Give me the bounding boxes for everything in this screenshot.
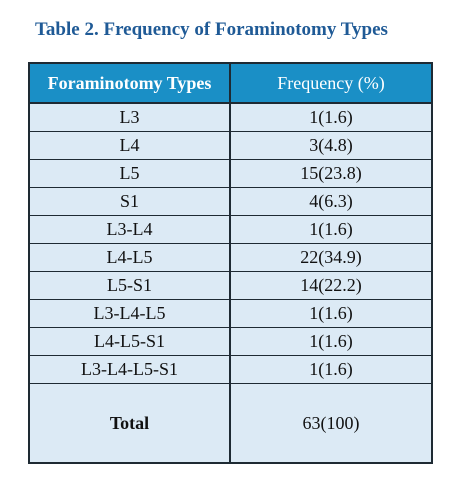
frequency-cell: 14(22.2) (229, 271, 433, 300)
header-foraminotomy-types: Foraminotomy Types (28, 62, 231, 104)
header-frequency: Frequency (%) (229, 62, 433, 104)
frequency-cell: 15(23.8) (229, 159, 433, 188)
table-header: Foraminotomy Types Frequency (%) (28, 62, 433, 104)
type-cell: L3-L4-L5-S1 (28, 355, 231, 384)
table-row: L3 1(1.6) (28, 103, 433, 132)
table-row: L5 15(23.8) (28, 159, 433, 188)
frequency-cell: 22(34.9) (229, 243, 433, 272)
total-frequency: 63(100) (229, 383, 433, 464)
frequency-cell: 3(4.8) (229, 131, 433, 160)
table-row: L4-L5-S1 1(1.6) (28, 327, 433, 356)
header-row: Foraminotomy Types Frequency (%) (28, 62, 433, 104)
table-row: L4 3(4.8) (28, 131, 433, 160)
type-cell: L4-L5 (28, 243, 231, 272)
frequency-cell: 1(1.6) (229, 215, 433, 244)
type-cell: L3 (28, 103, 231, 132)
total-row: Total 63(100) (28, 383, 433, 464)
table-body: L3 1(1.6) L4 3(4.8) L5 15(23.8) S1 4(6.3… (28, 103, 433, 464)
table-caption: Table 2. Frequency of Foraminotomy Types (35, 19, 388, 40)
type-cell: L5 (28, 159, 231, 188)
frequency-table: Foraminotomy Types Frequency (%) L3 1(1.… (28, 62, 433, 464)
table-row: S1 4(6.3) (28, 187, 433, 216)
table-row: L3-L4-L5 1(1.6) (28, 299, 433, 328)
frequency-cell: 1(1.6) (229, 103, 433, 132)
total-label: Total (28, 383, 231, 464)
table-row: L3-L4 1(1.6) (28, 215, 433, 244)
type-cell: L4 (28, 131, 231, 160)
frequency-cell: 1(1.6) (229, 299, 433, 328)
type-cell: L3-L4-L5 (28, 299, 231, 328)
table-row: L4-L5 22(34.9) (28, 243, 433, 272)
type-cell: L5-S1 (28, 271, 231, 300)
table-row: L3-L4-L5-S1 1(1.6) (28, 355, 433, 384)
frequency-cell: 1(1.6) (229, 355, 433, 384)
frequency-cell: 1(1.6) (229, 327, 433, 356)
frequency-cell: 4(6.3) (229, 187, 433, 216)
table-row: L5-S1 14(22.2) (28, 271, 433, 300)
type-cell: S1 (28, 187, 231, 216)
type-cell: L4-L5-S1 (28, 327, 231, 356)
type-cell: L3-L4 (28, 215, 231, 244)
